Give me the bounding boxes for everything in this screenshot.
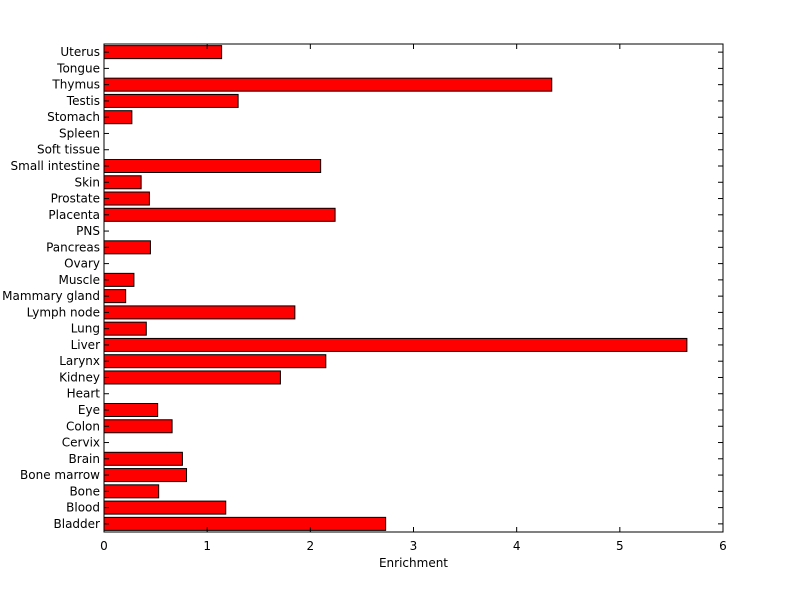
x-tick-label: 0	[100, 539, 108, 553]
category-label: Placenta	[48, 208, 100, 222]
category-label: Colon	[66, 419, 100, 433]
bar-colon	[103, 419, 173, 434]
category-label: Muscle	[58, 273, 100, 287]
category-label: Testis	[66, 94, 100, 108]
bar-thymus	[103, 77, 553, 92]
category-label: Liver	[71, 338, 101, 352]
bar-prostate	[103, 191, 150, 206]
category-label: Soft tissue	[37, 143, 100, 157]
bar-eye	[103, 402, 159, 418]
x-tick-label: 2	[307, 539, 315, 553]
category-label: Bone marrow	[20, 468, 100, 482]
category-label: Ovary	[64, 257, 100, 271]
bar-uterus	[103, 45, 223, 60]
bar-pancreas	[103, 240, 151, 255]
category-label: Eye	[78, 403, 100, 417]
ticks	[103, 44, 724, 532]
bars	[103, 45, 688, 531]
bar-blood	[103, 500, 227, 515]
category-label: Larynx	[59, 354, 100, 368]
category-label: Pancreas	[46, 240, 100, 254]
bar-lymph-node	[103, 305, 296, 320]
bar-testis	[103, 93, 239, 108]
category-label: Kidney	[59, 370, 100, 384]
category-label: Heart	[67, 387, 101, 401]
category-label: Bladder	[54, 517, 101, 531]
x-tick-label: 3	[410, 539, 418, 553]
x-tick-label: 6	[719, 539, 727, 553]
category-label: Mammary gland	[2, 289, 100, 303]
x-tick-label: 5	[616, 539, 624, 553]
category-label: Bone	[69, 484, 100, 498]
bar-bladder	[103, 516, 387, 531]
category-label: Small intestine	[11, 159, 100, 173]
x-axis-label: Enrichment	[379, 556, 448, 570]
bar-bone-marrow	[103, 468, 188, 483]
bar-skin	[103, 175, 142, 190]
axes-box	[103, 43, 724, 533]
bar-liver	[103, 337, 688, 352]
bar-kidney	[103, 370, 281, 385]
bar-larynx	[103, 354, 327, 369]
bar-small-intestine	[103, 158, 322, 174]
category-label: Spleen	[59, 126, 100, 140]
category-label: Cervix	[62, 436, 100, 450]
category-label: Prostate	[51, 192, 100, 206]
category-label: Blood	[66, 501, 100, 515]
bar-placenta	[103, 207, 336, 222]
category-label: Lung	[71, 322, 100, 336]
category-label: Thymus	[51, 78, 100, 92]
category-labels: Bladder Blood Bone Bone marrow Brain Cervix Co…	[2, 45, 100, 531]
category-label: Tongue	[56, 61, 100, 75]
bar-brain	[103, 451, 183, 466]
category-label: Skin	[74, 175, 100, 189]
x-tick-label: 4	[513, 539, 521, 553]
category-label: Stomach	[47, 110, 100, 124]
category-label: PNS	[76, 224, 100, 238]
category-label: Lymph node	[27, 305, 100, 319]
category-label: Uterus	[60, 45, 100, 59]
bar-bone	[103, 484, 160, 499]
category-label: Brain	[69, 452, 100, 466]
x-tick-labels: 0 1 2 3 4 5 6	[100, 539, 727, 553]
bar-lung	[103, 321, 147, 336]
x-tick-label: 1	[203, 539, 211, 553]
